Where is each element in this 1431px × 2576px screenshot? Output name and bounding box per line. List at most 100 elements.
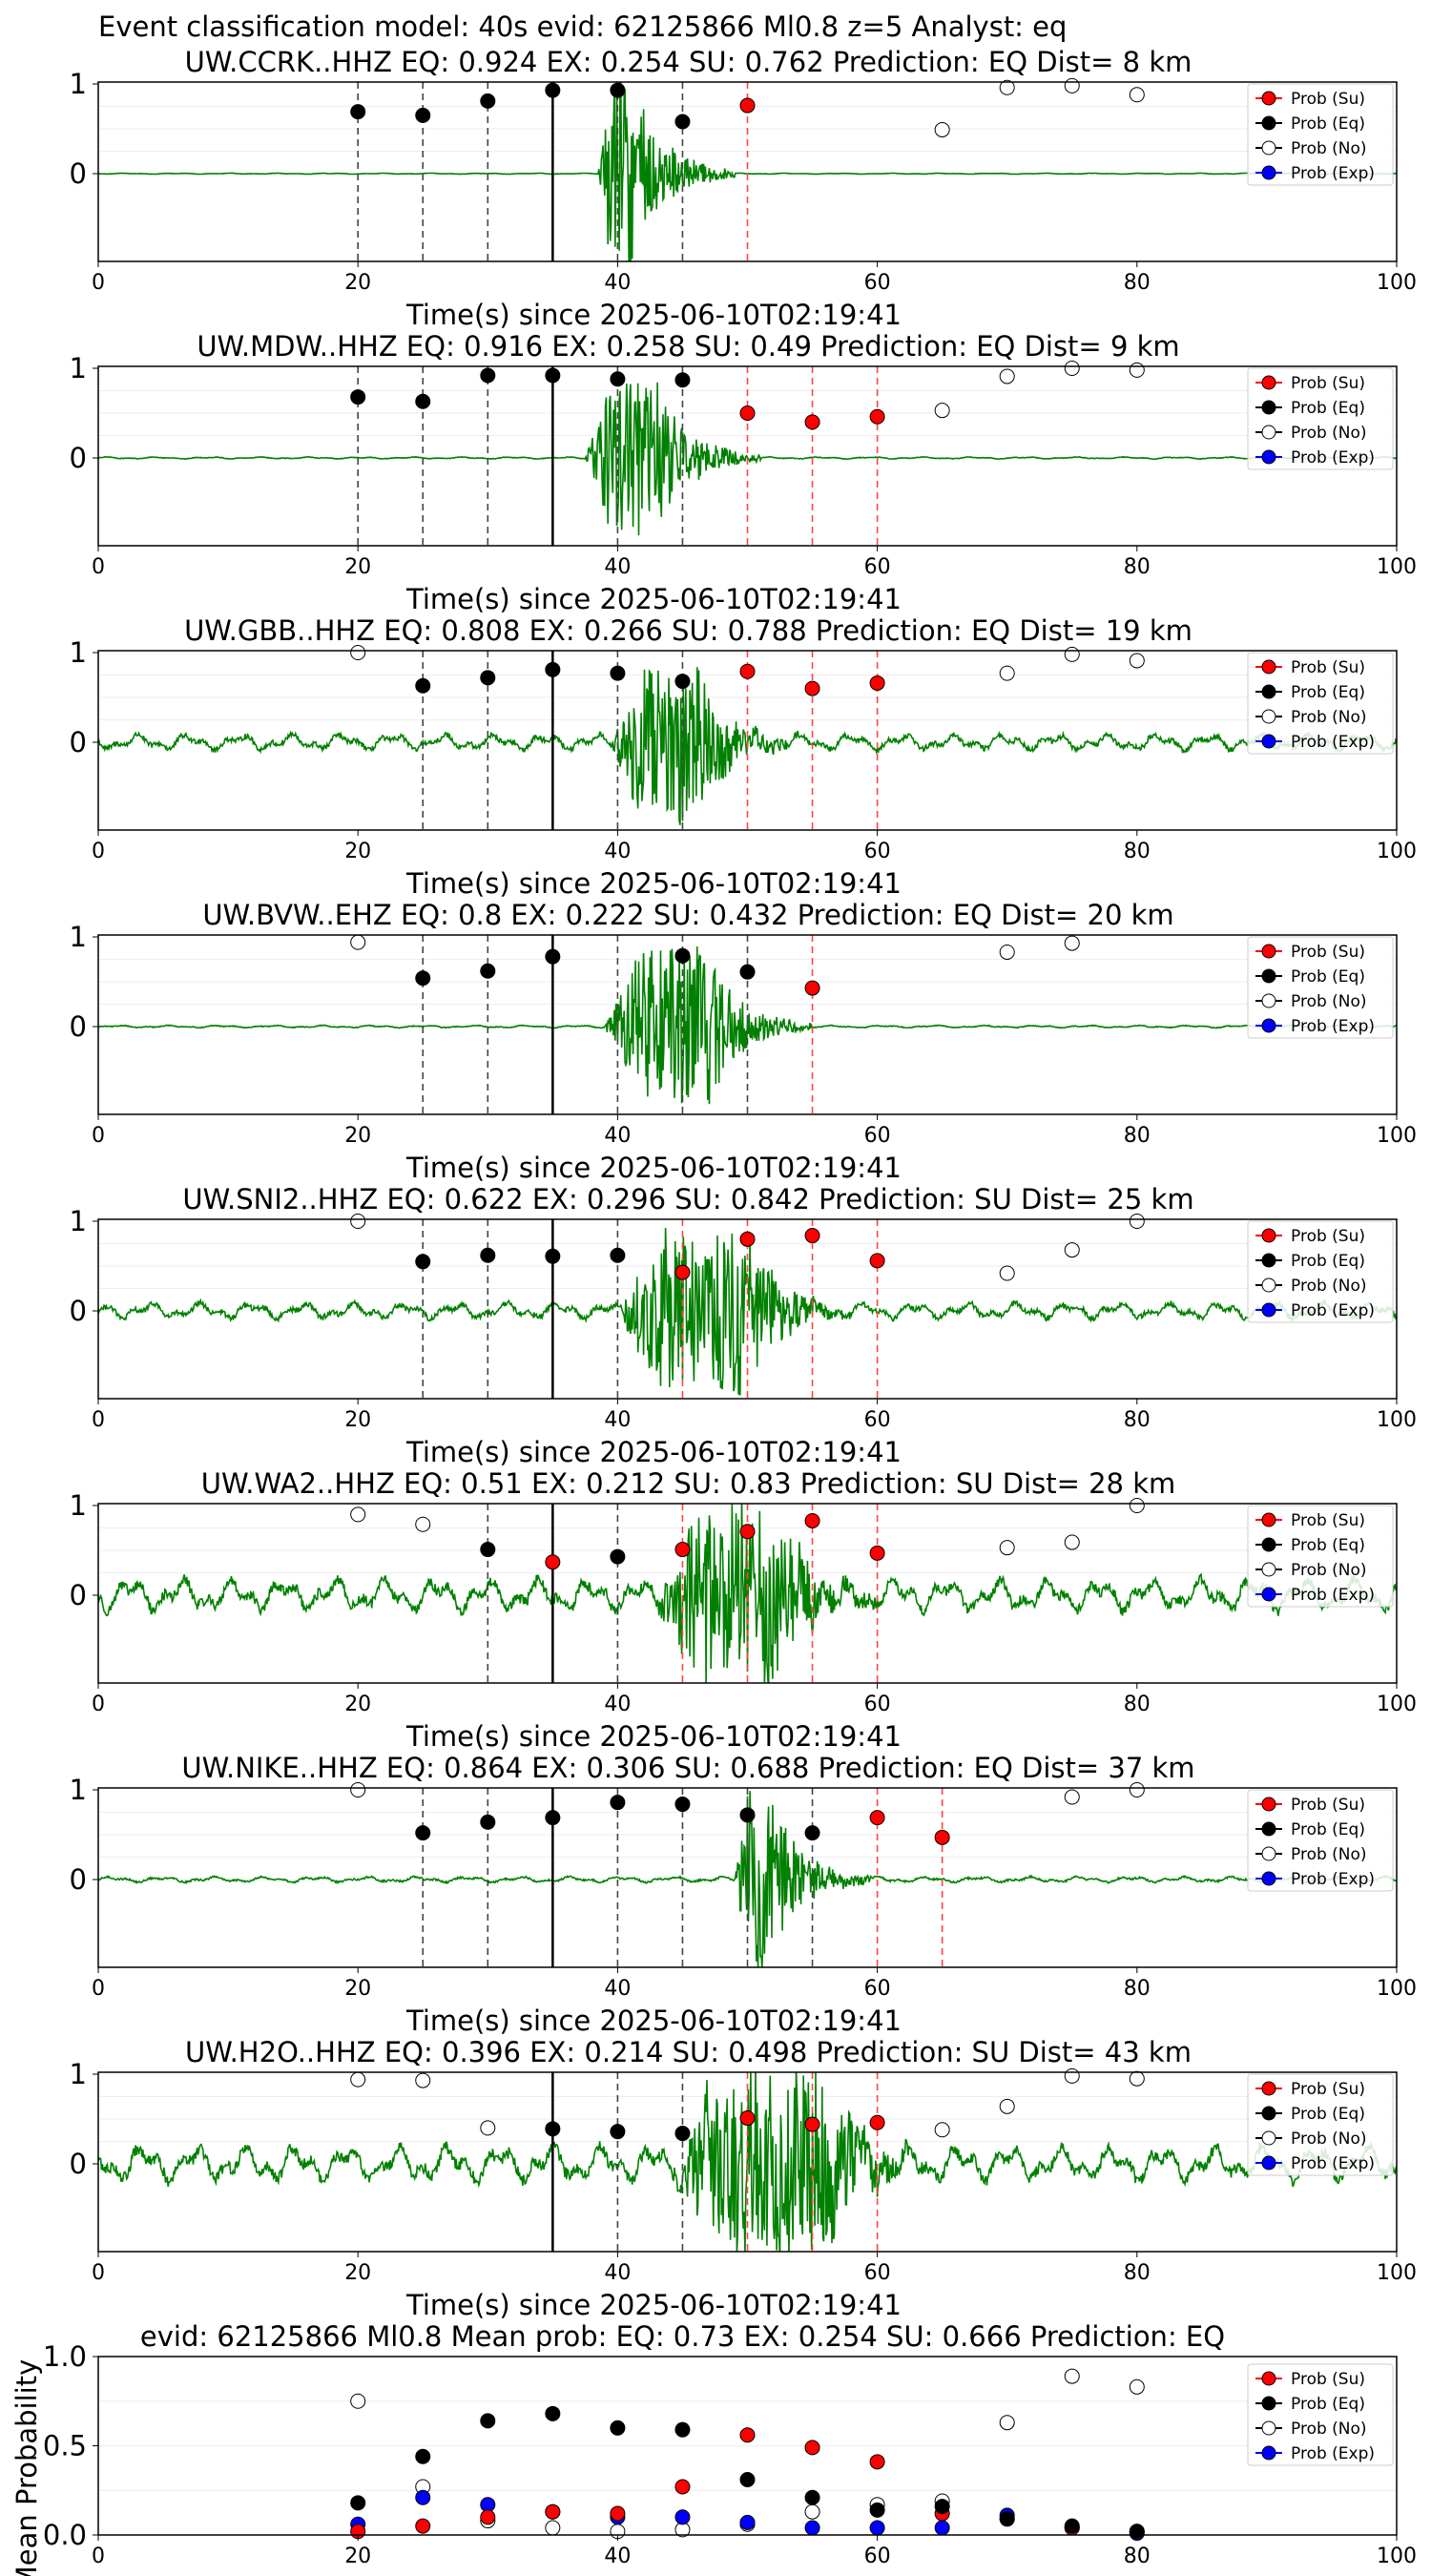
prob-no-marker [999,2098,1015,2114]
x-tick-label: 60 [864,1408,891,1432]
legend-label: Prob (Eq) [1291,399,1365,418]
legend-label: Prob (Su) [1291,374,1365,393]
prob-su-marker [739,405,756,421]
x-tick-label: 80 [1124,840,1151,863]
station-panel: UW.MDW..HHZ EQ: 0.916 EX: 0.258 SU: 0.49… [70,330,1417,615]
prob-su-marker [804,980,820,996]
prob-no-marker [1064,646,1080,662]
figure-title: Event classification model: 40s evid: 62… [98,10,1067,43]
prob-su-marker [739,2110,756,2127]
legend-marker [1261,2081,1276,2096]
mean-prob-eq-marker [415,2448,431,2464]
prob-su-marker [739,1231,756,1247]
station-panel: UW.GBB..HHZ EQ: 0.808 EX: 0.266 SU: 0.78… [70,614,1417,900]
prob-no-marker [350,1782,366,1797]
legend-label: Prob (Exp) [1291,1301,1375,1320]
x-tick-label: 0 [92,1408,105,1432]
prob-eq-marker [350,104,366,120]
x-tick-label: 20 [344,2545,371,2568]
legend-marker [1261,165,1276,180]
panel-title: UW.BVW..EHZ EQ: 0.8 EX: 0.222 SU: 0.432 … [202,899,1173,931]
x-tick-label: 0 [92,840,105,863]
x-tick-label: 20 [344,1408,371,1432]
x-tick-label: 100 [1377,2261,1417,2285]
mean-prob-eq-marker [999,2511,1015,2527]
prob-su-marker [674,1542,691,1558]
x-tick-label: 80 [1124,1124,1151,1148]
prob-eq-marker [674,947,691,964]
prob-no-marker [1129,1498,1145,1513]
y-tick-label: 0 [70,1579,87,1611]
prob-su-marker [869,1253,885,1269]
mean-prob-eq-marker [869,2502,885,2518]
x-tick-label: 20 [344,1124,371,1148]
legend-marker [1261,2445,1276,2461]
mean-panel: evid: 62125866 Ml0.8 Mean prob: EQ: 0.73… [10,2320,1417,2576]
prob-no-marker [350,2071,366,2088]
mean-prob-eq-marker [1064,2518,1080,2534]
prob-no-marker [415,2072,431,2088]
prob-no-marker [934,121,950,137]
station-panel: UW.CCRK..HHZ EQ: 0.924 EX: 0.254 SU: 0.7… [70,46,1417,331]
y-tick-label: 0 [70,1010,87,1043]
legend-marker [1261,1871,1276,1886]
prob-su-marker [804,1512,820,1528]
x-tick-label: 60 [864,1693,891,1716]
prob-su-marker [804,414,820,430]
mean-prob-no-marker [1129,2379,1145,2395]
prob-eq-marker [610,1795,626,1811]
x-tick-label: 100 [1377,1408,1417,1432]
y-tick-label: 1 [70,1489,87,1522]
x-tick-label: 40 [604,555,631,579]
legend-box [1247,652,1394,755]
prob-eq-marker [674,674,691,690]
panel-title: UW.CCRK..HHZ EQ: 0.924 EX: 0.254 SU: 0.7… [185,46,1192,78]
mean-prob-su-marker [480,2509,496,2525]
mean-prob-no-marker [804,2503,820,2520]
legend-label: Prob (Su) [1291,1227,1365,1246]
prob-eq-marker [350,389,366,405]
mean-prob-eq-marker [480,2413,496,2429]
prob-eq-marker [415,677,431,694]
x-tick-label: 0 [92,1693,105,1716]
legend-marker [1261,993,1276,1008]
legend-marker [1261,425,1276,440]
station-panel: UW.NIKE..HHZ EQ: 0.864 EX: 0.306 SU: 0.6… [70,1752,1417,2037]
mean-prob-su-marker [415,2518,431,2534]
mean-prob-exp-marker [869,2520,885,2536]
prob-eq-marker [610,82,626,98]
axes-frame [97,1503,1398,1684]
panel-title: UW.H2O..HHZ EQ: 0.396 EX: 0.214 SU: 0.49… [185,2036,1192,2068]
prob-eq-marker [480,963,496,979]
legend-label: Prob (Exp) [1291,164,1375,183]
prob-eq-marker [545,661,561,677]
legend-label: Prob (Exp) [1291,1017,1375,1036]
y-tick-label: 1 [70,68,87,100]
prob-no-marker [415,1516,431,1532]
x-tick-label: 40 [604,1693,631,1716]
mean-prob-eq-marker [350,2495,366,2511]
mean-prob-exp-marker [739,2514,756,2530]
x-tick-label: 60 [864,555,891,579]
x-tick-label: 60 [864,2261,891,2285]
prob-no-marker [999,665,1015,681]
prob-no-marker [999,79,1015,95]
prob-no-marker [1064,2067,1080,2084]
prob-eq-marker [674,114,691,130]
prob-no-marker [1129,362,1145,378]
legend-marker [1261,734,1276,749]
prob-eq-marker [545,1248,561,1264]
legend-marker [1261,1846,1276,1861]
x-tick-label: 60 [864,2545,891,2568]
legend-box [1247,2363,1394,2466]
x-axis-label: Time(s) since 2025-06-10T02:19:41 [405,1152,902,1184]
mean-prob-eq-marker [545,2405,561,2421]
x-tick-label: 60 [864,271,891,295]
axes-frame [97,365,1398,547]
legend-marker [1261,944,1276,959]
mean-prob-eq-marker [804,2489,820,2505]
y-tick-label: 1 [70,352,87,384]
mean-prob-eq-marker [934,2499,950,2515]
legend-label: Prob (Eq) [1291,1252,1365,1271]
axes-frame [97,1218,1398,1400]
